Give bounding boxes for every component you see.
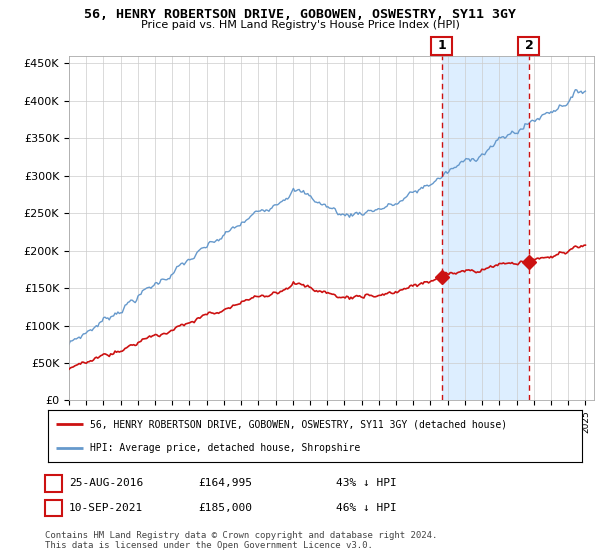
Text: Price paid vs. HM Land Registry's House Price Index (HPI): Price paid vs. HM Land Registry's House … [140, 20, 460, 30]
Text: 46% ↓ HPI: 46% ↓ HPI [336, 503, 397, 513]
Text: 56, HENRY ROBERTSON DRIVE, GOBOWEN, OSWESTRY, SY11 3GY (detached house): 56, HENRY ROBERTSON DRIVE, GOBOWEN, OSWE… [89, 419, 507, 430]
Text: 1: 1 [437, 39, 446, 53]
Text: £164,995: £164,995 [198, 478, 252, 488]
Text: 25-AUG-2016: 25-AUG-2016 [69, 478, 143, 488]
Text: £185,000: £185,000 [198, 503, 252, 513]
Text: 10-SEP-2021: 10-SEP-2021 [69, 503, 143, 513]
Text: 43% ↓ HPI: 43% ↓ HPI [336, 478, 397, 488]
Text: HPI: Average price, detached house, Shropshire: HPI: Average price, detached house, Shro… [89, 443, 360, 453]
Text: 56, HENRY ROBERTSON DRIVE, GOBOWEN, OSWESTRY, SY11 3GY: 56, HENRY ROBERTSON DRIVE, GOBOWEN, OSWE… [84, 8, 516, 21]
Text: Contains HM Land Registry data © Crown copyright and database right 2024.
This d: Contains HM Land Registry data © Crown c… [45, 531, 437, 550]
Text: 2: 2 [524, 39, 533, 53]
Text: 1: 1 [49, 477, 58, 490]
Text: 2: 2 [49, 501, 58, 515]
Bar [442, 56, 529, 400]
